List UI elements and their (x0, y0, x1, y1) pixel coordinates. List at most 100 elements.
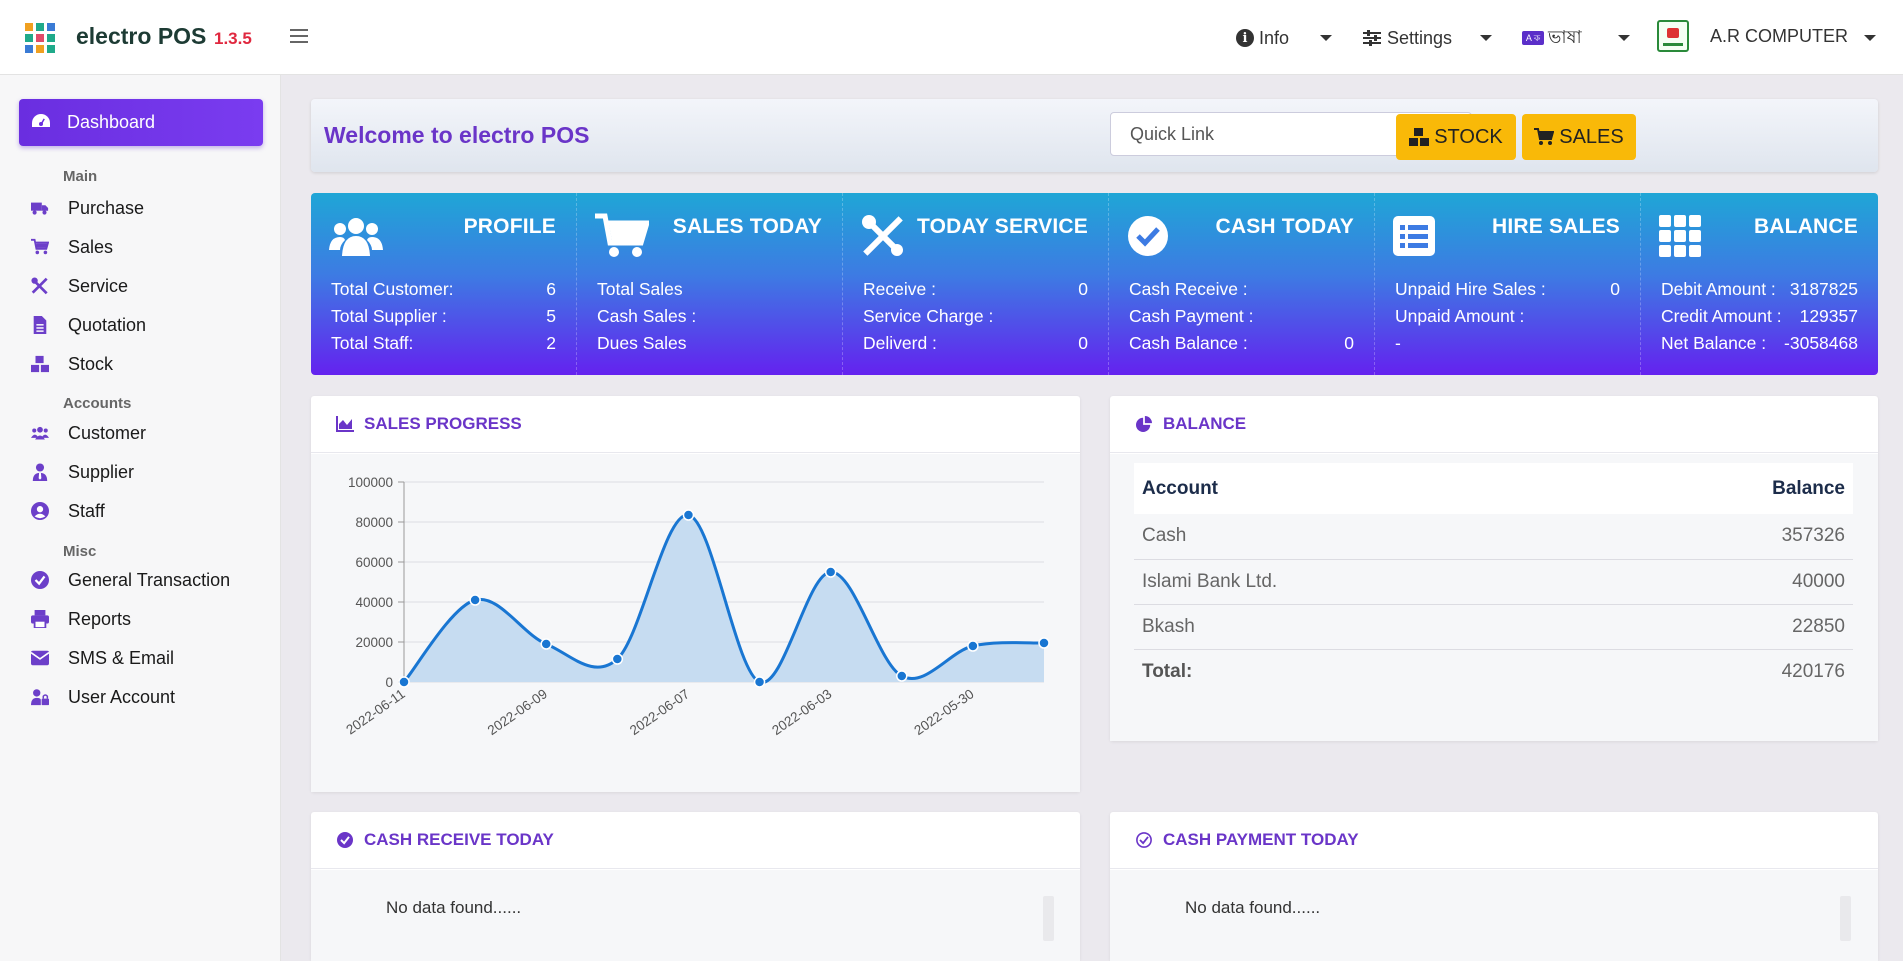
scrollbar[interactable] (1840, 896, 1851, 941)
y-tick-label: 80000 (355, 515, 393, 530)
stat-profile[interactable]: PROFILE Total Customer: 6 Total Supplier … (311, 193, 577, 375)
stat-row: Total Supplier : 5 (331, 306, 556, 327)
stat-row: - (1395, 333, 1620, 354)
users-icon (329, 213, 383, 259)
sidebar-item-reports[interactable]: Reports (30, 604, 270, 634)
info-menu[interactable]: i Info (1236, 24, 1289, 52)
info-caret-icon[interactable] (1320, 35, 1332, 41)
sidebar-item-label: General Transaction (68, 569, 231, 590)
sidebar-item-service[interactable]: Service (30, 271, 270, 301)
sidebar-item-customer[interactable]: Customer (30, 418, 270, 448)
user-menu[interactable]: A.R COMPUTER (1710, 22, 1848, 50)
stat-label: Cash Payment : (1129, 306, 1254, 326)
stat-value: 0 (1344, 333, 1354, 353)
sidebar-item-stock[interactable]: Stock (30, 349, 270, 379)
stat-value: 0 (1078, 279, 1088, 299)
sidebar-item-quotation[interactable]: Quotation (30, 310, 270, 340)
stat-label: Total Customer: (331, 279, 454, 299)
sidebar-section-misc: Misc (63, 543, 97, 560)
sales-chart: 0 20000 40000 60000 80000 100000 2022-06-11 202… (343, 475, 1050, 738)
user-circle-icon (30, 501, 50, 521)
sidebar-section-accounts: Accounts (63, 395, 132, 412)
stat-row: Debit Amount : 3187825 (1661, 279, 1858, 300)
sidebar-item-label: Staff (68, 500, 105, 521)
table-row: Islami Bank Ltd. 40000 (1134, 559, 1853, 605)
check-circle-outline-icon (1136, 832, 1152, 848)
scrollbar[interactable] (1043, 896, 1054, 941)
app-logo-icon[interactable] (25, 23, 55, 53)
sales-progress-card: SALES PROGRESS 0 20000 40000 60000 80000 1000… (311, 396, 1080, 792)
column-header-balance: Balance (1586, 463, 1853, 514)
stat-title: SALES TODAY (672, 215, 822, 238)
sidebar-item-general-transaction[interactable]: General Transaction (30, 565, 270, 595)
stat-label: Total Sales (597, 279, 683, 299)
sidebar-item-staff[interactable]: Staff (30, 496, 270, 526)
cart-icon (1534, 128, 1555, 145)
card-header: BALANCE (1110, 396, 1878, 453)
sales-button-label: SALES (1559, 125, 1624, 148)
y-tick-label: 100000 (348, 475, 393, 490)
sidebar-item-label: User Account (68, 686, 176, 707)
series-line (402, 513, 1045, 684)
user-avatar[interactable] (1657, 20, 1689, 52)
settings-menu-label: Settings (1387, 27, 1453, 48)
data-point (611, 653, 624, 665)
sidebar-item-label: Service (68, 275, 129, 296)
boxes-icon (1409, 128, 1430, 146)
stat-sales-today[interactable]: SALES TODAY Total Sales Cash Sales : Due… (577, 193, 843, 375)
sidebar-item-label: SMS & Email (68, 647, 175, 668)
check-circle-icon (30, 570, 50, 590)
menu-toggle-icon[interactable] (290, 29, 308, 43)
stat-value: 0 (1078, 333, 1088, 353)
language-menu[interactable]: A ক ভাষা (1522, 24, 1582, 52)
truck-icon (30, 198, 50, 218)
settings-menu[interactable]: Settings (1363, 24, 1452, 52)
sales-button[interactable]: SALES (1522, 114, 1636, 160)
y-tick-label: 40000 (355, 595, 393, 610)
stat-row: Deliverd : 0 (863, 333, 1088, 354)
sidebar-item-user-account[interactable]: User Account (30, 682, 270, 712)
stat-label: Receive : (863, 279, 936, 299)
empty-message: No data found...... (386, 898, 522, 917)
stat-value: -3058468 (1784, 333, 1858, 353)
sidebar-item-sales[interactable]: Sales (30, 232, 270, 262)
pie-chart-icon (1136, 416, 1152, 432)
stat-row: Total Staff: 2 (331, 333, 556, 354)
cart-icon (595, 213, 651, 259)
data-point (896, 670, 908, 682)
app-version: 1.3.5 (214, 29, 252, 48)
x-tick-label: 2022-06-11 (343, 686, 407, 737)
tools-icon (861, 213, 905, 259)
stat-hire-sales[interactable]: HIRE SALES Unpaid Hire Sales : 0 Unpaid A… (1375, 193, 1641, 375)
sidebar-item-sms-email[interactable]: SMS & Email (30, 643, 270, 673)
sidebar-item-label: Purchase (68, 197, 145, 218)
app-name[interactable]: electro POS (76, 23, 207, 49)
user-lock-icon (30, 687, 50, 707)
stock-button[interactable]: STOCK (1396, 114, 1516, 160)
sidebar-item-dashboard[interactable]: Dashboard (19, 99, 263, 146)
quick-link-value: Quick Link (1130, 123, 1215, 144)
user-caret-icon[interactable] (1864, 35, 1876, 41)
stat-today-service[interactable]: TODAY SERVICE Receive : 0 Service Charge … (843, 193, 1109, 375)
sidebar: Dashboard Main Purchase Sales Service Qu… (0, 75, 281, 961)
stock-button-label: STOCK (1434, 125, 1503, 148)
account-balance: 22850 (1586, 604, 1853, 650)
card-body: 0 20000 40000 60000 80000 100000 2022-06-11 202… (311, 454, 1080, 792)
y-tick-label: 0 (385, 675, 393, 690)
sidebar-item-purchase[interactable]: Purchase (30, 193, 270, 223)
stat-cash-today[interactable]: CASH TODAY Cash Receive : Cash Payment :… (1109, 193, 1375, 375)
stat-title: BALANCE (1753, 215, 1858, 238)
sliders-icon (1363, 30, 1381, 46)
stat-label: Debit Amount : (1661, 279, 1776, 299)
language-caret-icon[interactable] (1618, 35, 1630, 41)
data-point (398, 676, 410, 688)
total-label: Total: (1142, 660, 1193, 682)
stat-label: - (1395, 333, 1401, 353)
data-point (753, 676, 766, 688)
stat-title: CASH TODAY (1215, 215, 1354, 238)
settings-caret-icon[interactable] (1480, 35, 1492, 41)
sidebar-item-supplier[interactable]: Supplier (30, 457, 270, 487)
x-tick-label: 2022-06-09 (485, 686, 550, 738)
balance-table: Account Balance Cash 357326 Islami Bank … (1134, 463, 1853, 694)
stat-balance[interactable]: BALANCE Debit Amount : 3187825 Credit Amo… (1641, 193, 1878, 375)
